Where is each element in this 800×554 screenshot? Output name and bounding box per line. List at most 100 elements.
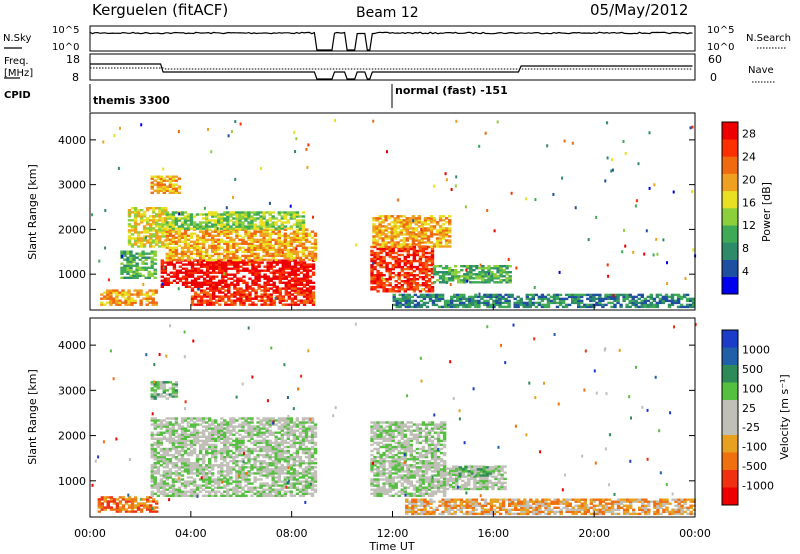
scatter-cell-8 bbox=[418, 269, 423, 273]
scatter-cell-1 bbox=[211, 490, 215, 493]
scatter-cell-4 bbox=[206, 267, 210, 270]
scatter-cell-6 bbox=[241, 211, 245, 214]
scatter-cell-11 bbox=[540, 295, 545, 299]
scatter-cell-5 bbox=[292, 250, 297, 254]
scatter-cell-5 bbox=[220, 252, 224, 256]
scatter-cell-1 bbox=[301, 492, 306, 495]
scatter-cell-9 bbox=[411, 227, 416, 230]
scatter-cell-4 bbox=[215, 261, 219, 264]
scatter-cell-8 bbox=[373, 261, 377, 265]
scatter-cell-0 bbox=[139, 510, 144, 513]
scatter-cell-9 bbox=[429, 231, 434, 234]
scatter-cell-4 bbox=[169, 261, 174, 264]
scatter-cell-1 bbox=[141, 260, 145, 263]
scatter-cell-1 bbox=[186, 468, 191, 471]
scatter-cell-11 bbox=[462, 301, 466, 305]
scatter-cell-7 bbox=[221, 287, 225, 290]
scatter-cell-1 bbox=[283, 490, 287, 493]
scatter-cell-1 bbox=[220, 421, 224, 424]
scatter-cell-2 bbox=[158, 235, 162, 238]
scatter-cell-1 bbox=[280, 441, 284, 445]
scatter-cell-1 bbox=[295, 470, 300, 473]
scatter-cell-6 bbox=[274, 217, 278, 220]
scatter-cell-11 bbox=[631, 295, 635, 299]
scatter-cell-6 bbox=[186, 215, 191, 218]
scatter-cell-4 bbox=[269, 265, 273, 268]
scatter-cell-9 bbox=[378, 245, 382, 248]
scatter-cell-9 bbox=[423, 241, 428, 244]
scatter-cell-8 bbox=[406, 280, 410, 283]
scatter-cell-1 bbox=[247, 449, 251, 453]
scatter-cell-7 bbox=[284, 287, 288, 290]
scatter-cell-11 bbox=[434, 303, 439, 307]
scatter-cell-1 bbox=[186, 464, 191, 467]
scatter-cell-2 bbox=[152, 209, 156, 212]
scatter-cell-5 bbox=[189, 240, 194, 243]
scatter-cell-1 bbox=[165, 439, 169, 443]
scatter-cell-11 bbox=[474, 299, 478, 303]
scatter-cell-1 bbox=[226, 441, 230, 445]
scatter-cell-8 bbox=[373, 267, 377, 271]
scatter-cell-1 bbox=[265, 447, 269, 451]
scatter-cell-1 bbox=[259, 433, 263, 436]
scatter-cell-11 bbox=[453, 299, 457, 303]
scatter-cell-5 bbox=[289, 256, 294, 260]
scatter-cell-1 bbox=[235, 476, 239, 479]
scatter-cell-8 bbox=[412, 276, 417, 279]
scatter-cell-9 bbox=[417, 221, 422, 224]
scatter-cell-7 bbox=[251, 287, 255, 290]
scatter-cell-11 bbox=[540, 297, 545, 301]
scatter-cell-1 bbox=[153, 482, 157, 485]
scatter-cell-8 bbox=[406, 288, 410, 291]
scatter-cell-1 bbox=[253, 425, 257, 428]
scatter-cell-4 bbox=[206, 269, 210, 272]
scatter-cell-8 bbox=[430, 261, 435, 265]
scatter-cell-5 bbox=[195, 234, 200, 237]
scatter-cell-2 bbox=[146, 207, 150, 210]
scatter-cell-11 bbox=[401, 297, 405, 301]
scatter-cell-0 bbox=[154, 301, 158, 304]
scatter-cell-7 bbox=[287, 295, 291, 298]
scatter-cell-5 bbox=[271, 256, 275, 260]
scatter-cell-2 bbox=[158, 225, 162, 228]
scatter-cell-1 bbox=[253, 466, 257, 469]
scatter-cell-1 bbox=[180, 478, 185, 481]
scatter-cell-8 bbox=[430, 251, 435, 255]
scatter-cell-8 bbox=[388, 267, 392, 271]
scatter-cell-8 bbox=[397, 288, 401, 291]
scatter-cell-1 bbox=[177, 480, 182, 483]
scatter-cell-1 bbox=[289, 453, 294, 457]
scatter-cell-6 bbox=[262, 211, 266, 214]
scatter-cell-6 bbox=[201, 213, 206, 216]
scatter-cell-7 bbox=[236, 293, 240, 296]
scatter-cell-9 bbox=[417, 245, 422, 248]
scatter-cell-0 bbox=[145, 293, 149, 296]
scatter-cell-1 bbox=[165, 421, 169, 424]
scatter-cell-1 bbox=[211, 423, 215, 426]
scatter-cell-4 bbox=[272, 281, 276, 284]
scatter-cell-0 bbox=[130, 510, 135, 513]
scatter-cell-9 bbox=[408, 235, 412, 238]
scatter-cell-7 bbox=[290, 293, 295, 296]
scatter-cell-6 bbox=[283, 225, 287, 228]
scatter-speckle bbox=[558, 270, 561, 274]
scatter-cell-1 bbox=[214, 443, 218, 447]
scatter-cell-1 bbox=[238, 433, 242, 436]
scatter-cell-6 bbox=[220, 217, 224, 220]
scatter-cell-7 bbox=[260, 303, 264, 306]
scatter-cell-5 bbox=[271, 246, 275, 249]
scatter-cell-5 bbox=[256, 248, 260, 252]
scatter-cell-11 bbox=[546, 299, 551, 303]
scatter-cell-7 bbox=[224, 289, 228, 292]
scatter-cell-4 bbox=[302, 285, 307, 288]
scatter-cell-2 bbox=[149, 233, 153, 236]
scatter-cell-7 bbox=[269, 303, 273, 306]
scatter-cell-5 bbox=[192, 232, 197, 235]
scatter-cell-9 bbox=[429, 225, 434, 228]
scatter-cell-1 bbox=[262, 492, 266, 495]
scatter-cell-4 bbox=[175, 273, 180, 276]
scatter-cell-1 bbox=[211, 449, 215, 453]
scatter-cell-1 bbox=[256, 453, 260, 457]
scatter-cell-7 bbox=[308, 293, 313, 296]
scatter-cell-4 bbox=[254, 273, 258, 276]
